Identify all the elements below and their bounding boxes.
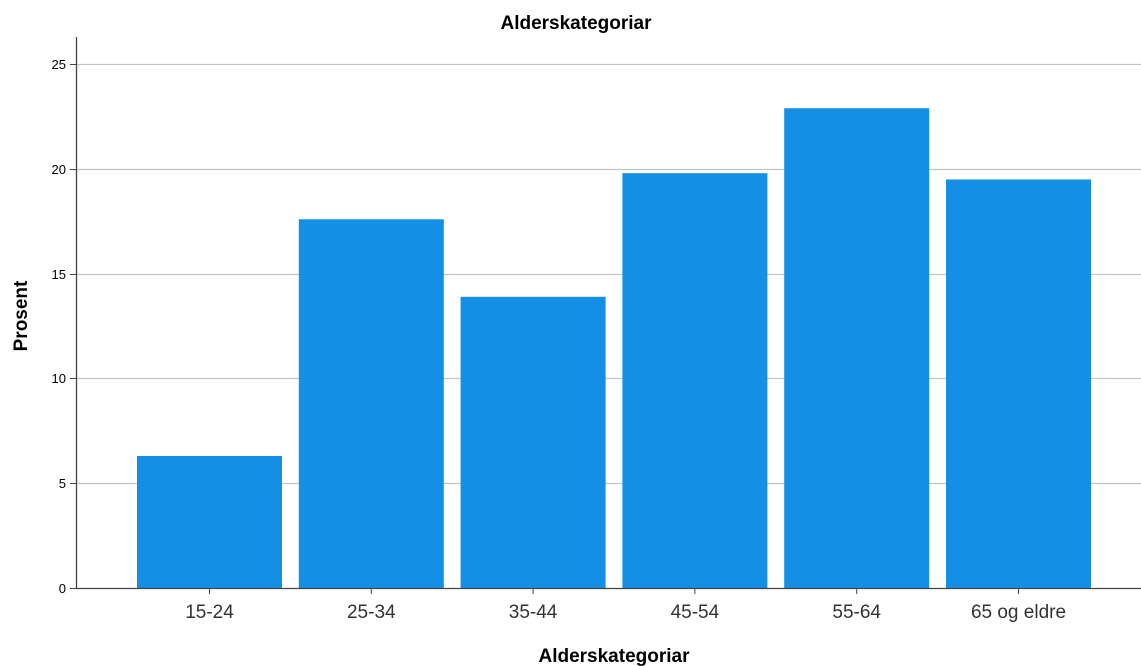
bar <box>137 456 282 588</box>
y-tick-label: 20 <box>52 162 66 177</box>
bar <box>784 108 930 589</box>
bar <box>460 296 606 588</box>
x-tick-label: 25-34 <box>347 602 396 623</box>
x-axis-title: Alderskategoriar <box>538 646 690 666</box>
x-tick-label: 45-54 <box>671 602 720 623</box>
bar <box>622 173 768 588</box>
tick-labels: 0 5 10 15 20 25 15-24 25-34 35-44 45-54 55-64 65 og… <box>52 57 1067 623</box>
x-tick-label: 35-44 <box>509 602 558 623</box>
y-tick-label: 0 <box>59 581 66 596</box>
chart-title: Alderskategoriar <box>500 13 652 34</box>
y-tick-label: 15 <box>52 267 66 282</box>
bar <box>298 219 444 588</box>
bar <box>946 179 1091 589</box>
x-tick-label: 65 og eldre <box>971 602 1066 623</box>
bars <box>137 108 1091 589</box>
x-tick-label: 15-24 <box>185 602 234 623</box>
y-tick-label: 25 <box>52 57 66 72</box>
y-tick-label: 10 <box>52 371 66 386</box>
x-tick-label: 55-64 <box>832 602 881 623</box>
y-tick-label: 5 <box>59 476 66 491</box>
axes <box>70 37 1141 594</box>
y-axis-title: Prosent <box>11 280 32 351</box>
